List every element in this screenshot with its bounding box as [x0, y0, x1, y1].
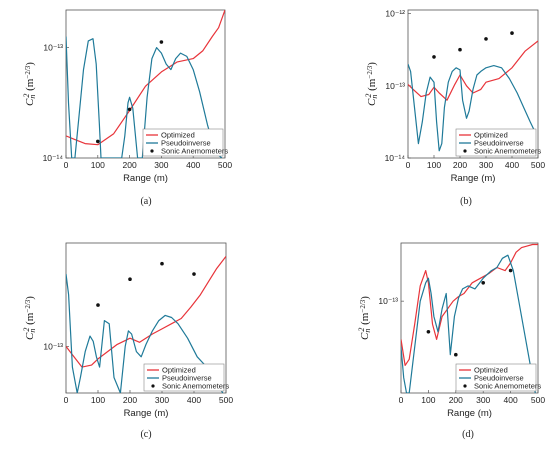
x-tick-label: 0 — [399, 395, 404, 405]
plot-series — [401, 243, 538, 393]
legend-label: Pseudoinverse — [161, 139, 211, 148]
sonic-anemometer-point — [96, 139, 100, 144]
x-tick-label: 500 — [219, 395, 233, 405]
panel-caption: (c) — [140, 429, 151, 440]
legend-label: Pseudoinverse — [474, 139, 524, 148]
chart-panel-a: 0 100 200 300 400 500 Range (m) 10⁻¹⁴ 10⁻¹³ Cn2 (… — [22, 9, 232, 207]
y-axis-label: Cn2 (m−2/3) — [22, 296, 37, 340]
panel-caption: (a) — [140, 196, 151, 207]
x-tick-label: 500 — [531, 395, 545, 405]
chart-panel-b: 0 100 200 300 400 500 Range (m) 10⁻¹⁴ 10⁻¹³ 10⁻¹²… — [364, 9, 545, 207]
sonic-anemometer-point — [128, 277, 132, 282]
x-tick-label: 200 — [449, 395, 463, 405]
sonic-anemometer-point — [454, 352, 458, 357]
x-axis-label: Range (m) — [451, 173, 496, 184]
x-tick-label: 200 — [123, 395, 137, 405]
y-axis-label: Cn2 (m−2/3) — [364, 62, 379, 106]
sonic-anemometer-point — [96, 303, 100, 307]
x-tick-label: 0 — [406, 160, 411, 170]
optimized-line — [66, 256, 226, 368]
sonic-anemometer-point — [192, 272, 196, 276]
legend-swatch — [151, 384, 155, 388]
plot-series — [66, 10, 225, 158]
y-tick-label: 10⁻¹² — [385, 9, 405, 19]
x-tick-label: 500 — [218, 160, 232, 170]
x-tick-label: 400 — [504, 395, 518, 405]
sonic-anemometer-point — [510, 31, 514, 35]
plot-series — [66, 256, 226, 393]
y-tick-label: 10⁻¹⁴ — [385, 153, 406, 163]
sonic-anemometer-point — [481, 280, 486, 285]
sonic-anemometer-point — [484, 37, 488, 41]
legend-label: Sonic Anemometers — [162, 382, 229, 391]
pseudoinverse-line — [66, 36, 223, 158]
legend-label: Optimized — [474, 131, 508, 140]
sonic-anemometer-point — [160, 261, 164, 266]
legend-label: Optimized — [474, 366, 508, 375]
x-axis-label: Range (m) — [447, 408, 492, 419]
plot-series — [408, 31, 538, 152]
x-tick-label: 200 — [123, 160, 137, 170]
x-tick-label: 0 — [64, 160, 69, 170]
y-axis-label: Cn2 (m−2/3) — [22, 62, 37, 106]
y-tick-label: 10⁻¹³ — [43, 341, 63, 351]
y-tick-label: 10⁻¹⁴ — [43, 153, 64, 163]
x-tick-label: 100 — [421, 395, 435, 405]
optimized-line — [66, 10, 225, 146]
legend-label: Pseudoinverse — [162, 374, 212, 383]
x-tick-label: 400 — [186, 160, 200, 170]
x-tick-label: 300 — [155, 395, 169, 405]
pseudoinverse-line — [401, 254, 536, 393]
y-tick-label: 10⁻¹³ — [43, 43, 63, 53]
x-tick-label: 300 — [476, 395, 490, 405]
x-tick-label: 500 — [531, 160, 545, 170]
panel-caption: (d) — [462, 429, 474, 440]
x-axis-label: Range (m) — [124, 408, 169, 419]
legend-label: Pseudoinverse — [474, 374, 524, 383]
chart-panel-c: 0 100 200 300 400 500 Range (m) 10⁻¹³ Cn2 (m−2/3… — [22, 242, 233, 440]
x-tick-label: 300 — [479, 160, 493, 170]
optimized-line — [401, 243, 538, 366]
pseudoinverse-line — [408, 63, 536, 152]
sonic-anemometer-point — [127, 107, 132, 112]
legend-label: Sonic Anemometers — [474, 147, 541, 156]
chart-panel-d: 0 100 200 300 400 500 Range (m) 10⁻¹³ Cn2 (m−2/3… — [357, 242, 545, 440]
sonic-anemometer-point — [159, 40, 164, 44]
pseudoinverse-line — [66, 273, 224, 393]
x-tick-label: 300 — [154, 160, 168, 170]
x-tick-label: 100 — [91, 395, 105, 405]
sonic-anemometer-point — [426, 329, 431, 334]
legend-label: Optimized — [162, 366, 196, 375]
x-tick-label: 100 — [91, 160, 105, 170]
legend-label: Sonic Anemometers — [161, 147, 228, 156]
sonic-anemometer-point — [508, 268, 513, 273]
panel-caption: (b) — [460, 196, 472, 207]
y-tick-label: 10⁻¹³ — [378, 296, 398, 306]
sonic-anemometer-point — [432, 55, 436, 59]
legend-swatch — [150, 149, 154, 153]
legend-swatch — [463, 384, 467, 388]
x-tick-label: 400 — [505, 160, 519, 170]
legend-label: Sonic Anemometers — [474, 382, 541, 391]
sonic-anemometer-point — [458, 47, 462, 52]
y-axis-label: Cn2 (m−2/3) — [357, 296, 372, 340]
y-tick-label: 10⁻¹³ — [385, 81, 405, 91]
x-tick-label: 0 — [64, 395, 69, 405]
x-axis-label: Range (m) — [123, 173, 168, 184]
x-tick-label: 200 — [453, 160, 467, 170]
x-tick-label: 100 — [427, 160, 441, 170]
x-tick-label: 400 — [187, 395, 201, 405]
legend-label: Optimized — [161, 131, 195, 140]
legend-swatch — [463, 149, 467, 153]
